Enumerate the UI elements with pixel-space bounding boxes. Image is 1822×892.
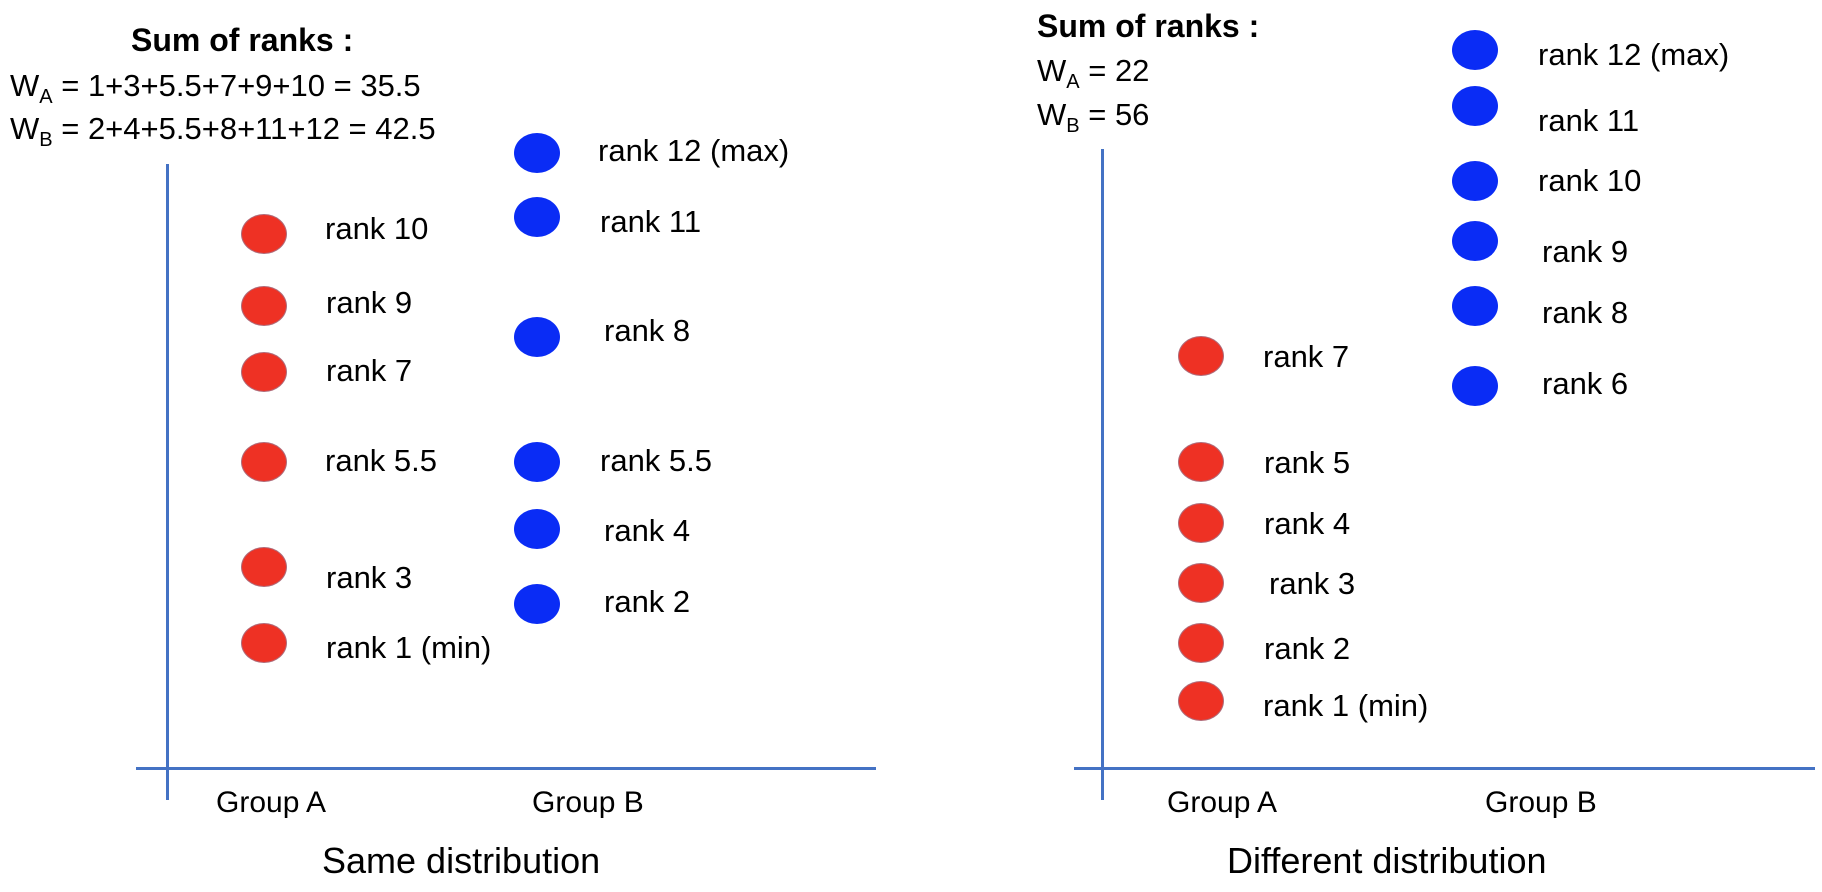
group-a-dot (1178, 442, 1224, 482)
sum-of-ranks-heading: Sum of ranks : (131, 22, 354, 58)
group-a-label: Group A (216, 786, 327, 819)
rank-label: rank 12 (max) (1538, 37, 1730, 72)
group-b-dot (514, 197, 560, 237)
wa-letter: W (1037, 53, 1067, 88)
group-a-dot (241, 547, 287, 587)
rank-label: rank 5.5 (600, 443, 713, 478)
group-b-dot (1452, 366, 1498, 406)
rank-label: rank 12 (max) (598, 133, 790, 168)
group-a-dot (1178, 563, 1224, 603)
wb-sum: = 2+4+5.5+8+11+12 = 42.5 (52, 111, 436, 146)
group-a-dot (1178, 623, 1224, 663)
group-a-dot (241, 352, 287, 392)
group-a-dot (241, 442, 287, 482)
panel-caption: Different distribution (1227, 840, 1547, 881)
y-axis-line (1101, 149, 1104, 800)
rank-label: rank 11 (600, 204, 702, 239)
group-a-dot (241, 214, 287, 254)
rank-label: rank 3 (1269, 566, 1356, 601)
wb-letter: W (1037, 97, 1067, 132)
rank-label: rank 11 (1538, 103, 1640, 138)
group-b-dot (1452, 86, 1498, 126)
group-b-dot (514, 442, 560, 482)
rank-label: rank 10 (325, 211, 429, 246)
rank-label: rank 6 (1542, 366, 1629, 401)
group-b-dot (1452, 221, 1498, 261)
same-distribution-panel: Sum of ranks : WA = 1+3+5.5+7+9+10 = 35.… (10, 22, 876, 881)
rank-label: rank 5 (1264, 445, 1351, 480)
group-b-dot (514, 509, 560, 549)
rank-label: rank 1 (min) (1263, 688, 1429, 723)
rank-label: rank 8 (1542, 295, 1629, 330)
rank-label: rank 10 (1538, 163, 1642, 198)
rank-label: rank 4 (1264, 506, 1351, 541)
wb-sum-equation: WB = 56 (1037, 97, 1150, 137)
rank-label: rank 2 (1264, 631, 1351, 666)
wb-subscript: B (39, 129, 53, 151)
group-b-dot (1452, 286, 1498, 326)
x-axis-line (1074, 767, 1815, 770)
wa-sum: = 22 (1079, 53, 1150, 88)
wa-sum: = 1+3+5.5+7+9+10 = 35.5 (52, 68, 421, 103)
rank-label: rank 7 (1263, 339, 1350, 374)
group-b-dot (514, 584, 560, 624)
group-b-dot (1452, 161, 1498, 201)
x-axis-line (136, 767, 876, 770)
rank-label: rank 9 (1542, 234, 1629, 269)
different-distribution-panel: Sum of ranks : WA = 22 WB = 56 rank 7 ra… (911, 0, 1822, 892)
group-b-label: Group B (1485, 786, 1597, 819)
group-b-dot (514, 317, 560, 357)
group-b-label: Group B (532, 786, 644, 819)
rank-label: rank 7 (326, 353, 413, 388)
panel-caption: Same distribution (322, 840, 601, 881)
group-b-dot (1452, 30, 1498, 70)
wa-sum-equation: WA = 1+3+5.5+7+9+10 = 35.5 (10, 68, 421, 108)
wb-letter: W (10, 111, 40, 146)
group-a-dot (1178, 336, 1224, 376)
rank-label: rank 5.5 (325, 443, 438, 478)
wb-sum: = 56 (1079, 97, 1150, 132)
group-a-label: Group A (1167, 786, 1278, 819)
group-a-dot (1178, 681, 1224, 721)
sum-of-ranks-heading: Sum of ranks : (1037, 8, 1260, 44)
group-a-dot (1178, 503, 1224, 543)
group-a-dot (241, 623, 287, 663)
wa-sum-equation: WA = 22 (1037, 53, 1150, 93)
rank-label: rank 3 (326, 560, 413, 595)
group-a-dot (241, 286, 287, 326)
wb-subscript: B (1066, 115, 1080, 137)
rank-label: rank 4 (604, 513, 691, 548)
wa-subscript: A (39, 86, 53, 108)
rank-label: rank 8 (604, 313, 691, 348)
wa-letter: W (10, 68, 40, 103)
wb-sum-equation: WB = 2+4+5.5+8+11+12 = 42.5 (10, 111, 436, 151)
rank-label: rank 9 (326, 285, 413, 320)
rank-label: rank 1 (min) (326, 630, 492, 665)
y-axis-line (166, 164, 169, 800)
rank-label: rank 2 (604, 584, 691, 619)
group-b-dot (514, 133, 560, 173)
wa-subscript: A (1066, 71, 1080, 93)
